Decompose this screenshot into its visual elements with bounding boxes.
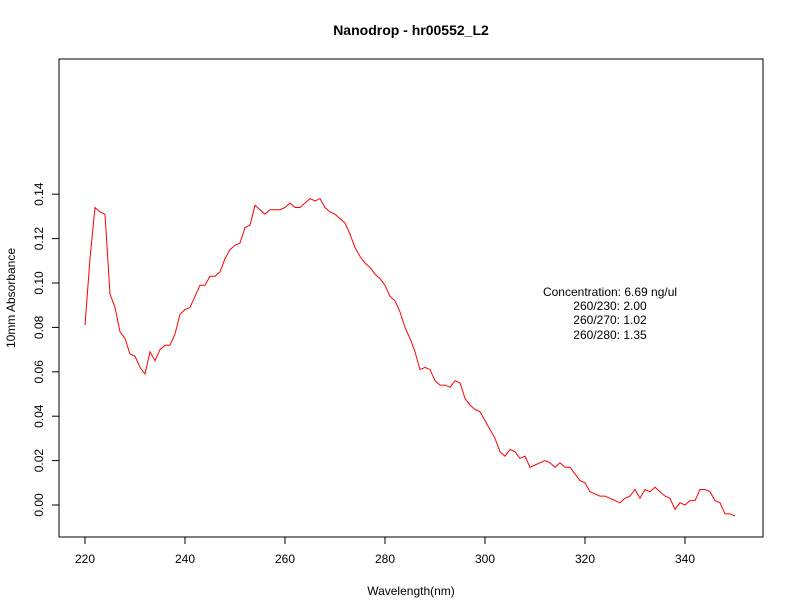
y-tick-label: 0.00: [32, 493, 46, 517]
x-tick-label: 280: [375, 552, 395, 566]
chart-title: Nanodrop - hr00552_L2: [333, 22, 489, 38]
measurement-annotations: Concentration: 6.69 ng/ul 260/230: 2.00 …: [543, 285, 677, 342]
y-tick-label: 0.04: [32, 404, 46, 428]
y-tick-label: 0.12: [32, 227, 46, 251]
x-axis-label: Wavelength(nm): [367, 584, 455, 598]
y-tick-label: 0.10: [32, 271, 46, 295]
y-axis: 0.00 0.02 0.04 0.06 0.08 0.10 0.12 0.14: [32, 182, 60, 517]
y-tick-label: 0.14: [32, 182, 46, 206]
x-tick-label: 240: [175, 552, 195, 566]
x-axis: 220 240 260 280 300 320 340: [75, 536, 695, 566]
x-tick-label: 340: [675, 552, 695, 566]
y-axis-label: 10mm Absorbance: [4, 248, 18, 348]
ratio-260-280-annotation: 260/280: 1.35: [573, 328, 647, 342]
concentration-annotation: Concentration: 6.69 ng/ul: [543, 285, 677, 299]
x-tick-label: 320: [575, 552, 595, 566]
y-tick-label: 0.06: [32, 360, 46, 384]
x-tick-label: 260: [275, 552, 295, 566]
ratio-260-270-annotation: 260/270: 1.02: [573, 313, 647, 327]
ratio-260-230-annotation: 260/230: 2.00: [573, 299, 647, 313]
y-tick-label: 0.02: [32, 449, 46, 473]
y-tick-label: 0.08: [32, 315, 46, 339]
x-tick-label: 300: [475, 552, 495, 566]
absorbance-series-line: [84, 197, 736, 517]
x-tick-label: 220: [75, 552, 95, 566]
